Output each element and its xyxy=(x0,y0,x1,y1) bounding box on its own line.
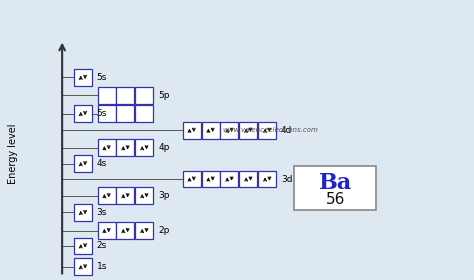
Bar xyxy=(74,258,92,275)
Bar xyxy=(98,87,116,104)
Text: 56: 56 xyxy=(325,192,345,207)
Text: 3d: 3d xyxy=(281,174,292,183)
Bar xyxy=(136,105,154,122)
Bar xyxy=(220,171,238,187)
Bar xyxy=(74,69,92,86)
Bar xyxy=(201,122,219,139)
Text: 1s: 1s xyxy=(97,262,107,271)
Bar xyxy=(98,139,116,156)
Bar xyxy=(74,155,92,172)
Bar xyxy=(220,122,238,139)
Bar xyxy=(98,105,116,122)
Bar xyxy=(98,187,116,204)
Bar xyxy=(74,237,92,254)
Bar xyxy=(294,167,376,210)
Bar xyxy=(136,139,154,156)
Bar xyxy=(117,187,135,204)
Text: 4d: 4d xyxy=(281,126,292,135)
Text: Energy level: Energy level xyxy=(8,124,18,184)
Bar xyxy=(117,105,135,122)
Text: www.valenceelectrons.com: www.valenceelectrons.com xyxy=(223,127,319,133)
Bar xyxy=(182,122,201,139)
Bar xyxy=(136,87,154,104)
Text: 2p: 2p xyxy=(158,226,169,235)
Bar xyxy=(117,139,135,156)
Bar xyxy=(239,122,257,139)
Text: 5p: 5p xyxy=(158,91,170,100)
Bar xyxy=(117,87,135,104)
Bar xyxy=(117,222,135,239)
Text: 5s: 5s xyxy=(97,109,107,118)
Text: 2s: 2s xyxy=(97,241,107,250)
Text: 3p: 3p xyxy=(158,191,170,200)
Text: 3s: 3s xyxy=(97,208,107,217)
Bar xyxy=(258,171,276,187)
Bar xyxy=(182,171,201,187)
Text: Ba: Ba xyxy=(319,172,352,194)
Bar xyxy=(136,187,154,204)
Bar xyxy=(201,171,219,187)
Bar xyxy=(98,222,116,239)
Bar xyxy=(136,222,154,239)
Bar xyxy=(239,171,257,187)
Text: 4s: 4s xyxy=(97,159,107,168)
Text: 4p: 4p xyxy=(158,143,169,152)
Text: 5s: 5s xyxy=(97,73,107,82)
Bar xyxy=(74,105,92,122)
Bar xyxy=(74,204,92,221)
Bar xyxy=(258,122,276,139)
